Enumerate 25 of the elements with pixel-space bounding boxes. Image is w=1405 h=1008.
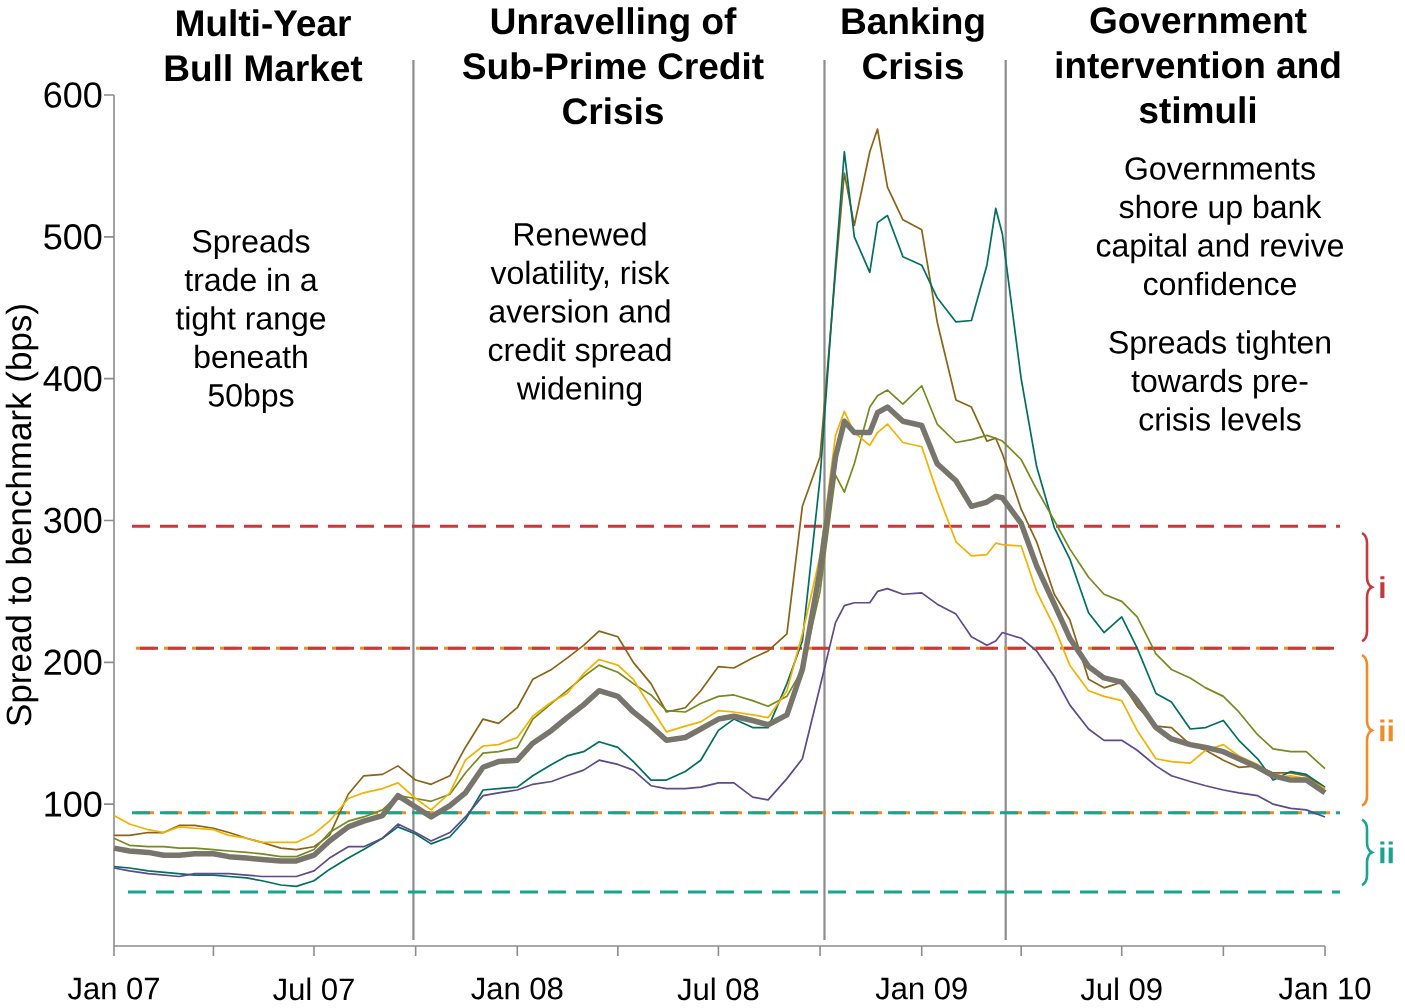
- x-tick-label: Jul 07: [273, 977, 354, 1001]
- y-tick-label: 200: [44, 649, 102, 676]
- annotation: Unravelling of Sub-Prime Credit Crisis: [462, 7, 764, 125]
- x-tick-label: Jan 07: [67, 977, 159, 1000]
- x-tick-label: Jul 09: [1080, 977, 1162, 1001]
- y-tick-label: 500: [44, 224, 102, 250]
- text: ii: [1380, 841, 1393, 864]
- x-tick-label: Jul 08: [677, 977, 759, 1001]
- annotation: Renewed volatility, risk aversion and credit spread widening: [488, 222, 671, 407]
- text: Banking Crisis: [842, 7, 984, 80]
- y-tick-label: 300: [44, 507, 102, 534]
- text: i: [1380, 576, 1385, 599]
- annotation: Spreads trade in a tight range beneath 50bps: [175, 229, 326, 414]
- x-tick-label: Jan 09: [875, 977, 967, 1000]
- annotation: Government intervention and stimuli: [1056, 7, 1340, 124]
- text: ii: [1380, 719, 1393, 742]
- annotation: Spreads tighten towards pre-crisis levels: [1109, 330, 1330, 431]
- x-tick-label: Jan 10: [1278, 977, 1371, 1000]
- text: Multi-Year Bull Market: [165, 9, 363, 82]
- y-tick-label: 600: [44, 82, 102, 108]
- y-axis-title: Spread to benchmark (bps): [5, 305, 39, 726]
- x-tick-label: Jan 08: [471, 977, 563, 1000]
- y-tick-label: 400: [43, 365, 102, 392]
- y-tick-label: 100: [45, 791, 102, 817]
- annotation: Governments shore up bank capital and revive confidence: [1096, 157, 1344, 296]
